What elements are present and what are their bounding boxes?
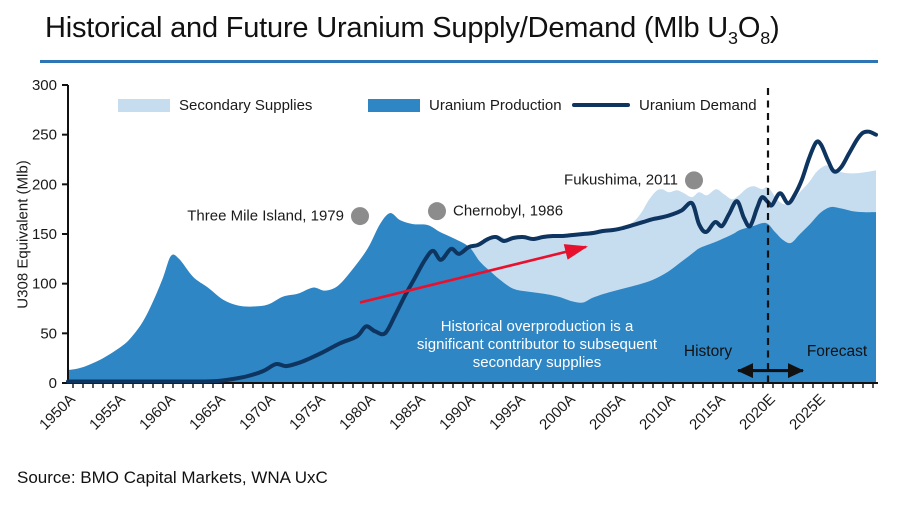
y-tick-label: 200 — [32, 176, 57, 193]
uranium-demand-line — [66, 129, 878, 384]
x-tick-label: 2005A — [586, 391, 629, 434]
x-tick-label: 1990A — [436, 391, 479, 434]
x-tick-label: 2020E — [736, 391, 779, 434]
x-tick-label: 1995A — [486, 391, 529, 434]
y-tick-label: 50 — [40, 325, 57, 342]
x-tick-label: 1980A — [336, 391, 379, 434]
x-tick-label: 1955A — [86, 391, 129, 434]
y-tick-label: 100 — [32, 276, 57, 293]
x-tick-label: 2000A — [536, 391, 579, 434]
y-tick-label: 300 — [32, 77, 57, 94]
red-trend-arrow — [359, 244, 588, 304]
x-tick-label: 1960A — [136, 391, 179, 434]
three-mile-island-dot — [351, 207, 369, 226]
x-tick-label: 1985A — [386, 391, 429, 434]
uranium-production-area — [68, 206, 876, 383]
x-tick-label: 2025E — [786, 391, 829, 434]
x-tick-label: 1975A — [286, 391, 329, 434]
x-tick-label: 1965A — [186, 391, 229, 434]
y-tick-label: 0 — [49, 375, 57, 392]
x-tick-label: 2010A — [636, 391, 679, 434]
x-tick-label: 1950A — [36, 391, 79, 434]
x-tick-label: 2015A — [686, 391, 729, 434]
y-tick-label: 150 — [32, 226, 57, 243]
fukushima-dot — [685, 171, 703, 190]
y-tick-label: 250 — [32, 127, 57, 144]
x-tick-label: 1970A — [236, 391, 279, 434]
chernobyl-dot — [428, 202, 446, 221]
